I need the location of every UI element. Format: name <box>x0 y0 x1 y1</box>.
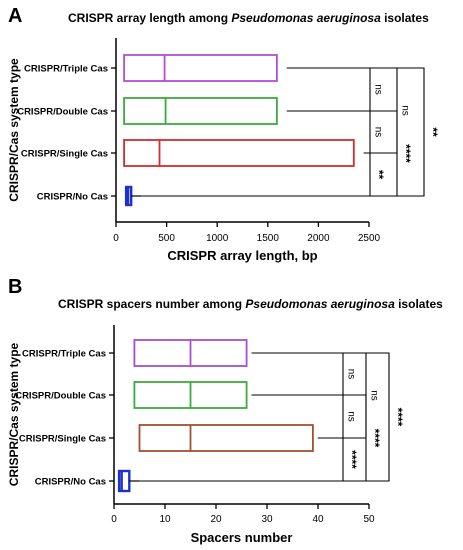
significance-label: ns <box>372 127 383 138</box>
x-axis-label: Spacers number <box>191 530 293 545</box>
panel-label: A <box>8 5 22 27</box>
significance-label: **** <box>391 408 405 427</box>
significance-label: **** <box>368 429 382 448</box>
category-label: CRISPR/Triple Cas <box>24 64 108 75</box>
chart-title-part: CRISPR array length among <box>68 11 231 25</box>
chart-title-part: Pseudomonas aeruginosa <box>245 297 395 311</box>
category-label: CRISPR/Double Cas <box>17 107 108 118</box>
category-label: CRISPR/Single Cas <box>19 434 106 445</box>
significance-bracket <box>286 67 371 112</box>
chart-title-part: Pseudomonas aeruginosa <box>231 11 381 25</box>
significance-bracket <box>141 67 425 197</box>
x-tick-label: 0 <box>111 514 117 525</box>
x-tick-label: 20 <box>210 514 222 525</box>
significance-label: ** <box>426 127 440 137</box>
chart-title: CRISPR array length among Pseudomonas ae… <box>68 11 429 25</box>
significance-label: ns <box>345 369 356 380</box>
y-axis-label: CRISPR/Cas system type <box>7 58 21 202</box>
significance-label: ns <box>345 411 356 422</box>
x-tick-label: 2000 <box>307 233 330 244</box>
x-tick-label: 10 <box>159 514 171 525</box>
significance-label: ns <box>399 105 410 116</box>
panel-b: B CRISPR spacers number among Pseudomonas… <box>7 276 443 545</box>
x-tick-label: 2500 <box>358 233 381 244</box>
significance-bracket <box>134 437 344 482</box>
x-tick-label: 500 <box>158 233 175 244</box>
significance-bracket <box>134 352 390 482</box>
category-label: CRISPR/Triple Cas <box>22 349 106 360</box>
significance-bracket <box>141 152 371 197</box>
x-axis-label: CRISPR array length, bp <box>167 248 317 263</box>
significance-bracket <box>251 394 344 439</box>
significance-bracket <box>286 110 371 154</box>
significance-label: ns <box>368 390 379 401</box>
box-crispr-single-cas <box>123 139 355 167</box>
category-label: CRISPR/Single Cas <box>21 149 108 160</box>
chart-title-part: isolates <box>381 11 429 25</box>
x-tick-label: 50 <box>363 514 375 525</box>
significance-label: ns <box>372 84 383 95</box>
significance-label: **** <box>399 144 413 163</box>
significance-bracket <box>251 352 344 396</box>
x-tick-label: 40 <box>312 514 324 525</box>
x-tick-label: 0 <box>113 233 119 244</box>
panel-a: A CRISPR array length among Pseudomonas a… <box>7 5 440 263</box>
chart-title-part: isolates <box>395 297 443 311</box>
panel-label: B <box>8 276 22 298</box>
chart-title-part: CRISPR spacers number among <box>58 297 245 311</box>
chart-title: CRISPR spacers number among Pseudomonas … <box>58 297 443 311</box>
box-crispr-triple-cas <box>123 54 278 82</box>
significance-label: **** <box>345 450 359 469</box>
y-axis-label: CRISPR/Cas system type <box>7 342 21 486</box>
x-tick-label: 30 <box>261 514 273 525</box>
box-crispr-double-cas <box>123 97 278 125</box>
x-tick-label: 1500 <box>257 233 280 244</box>
category-label: CRISPR/Double Cas <box>15 391 106 402</box>
category-label: CRISPR/No Cas <box>35 477 106 488</box>
x-tick-label: 1000 <box>206 233 229 244</box>
significance-label: ** <box>372 170 386 180</box>
category-label: CRISPR/No Cas <box>37 192 108 203</box>
box-crispr-single-cas <box>138 424 314 452</box>
